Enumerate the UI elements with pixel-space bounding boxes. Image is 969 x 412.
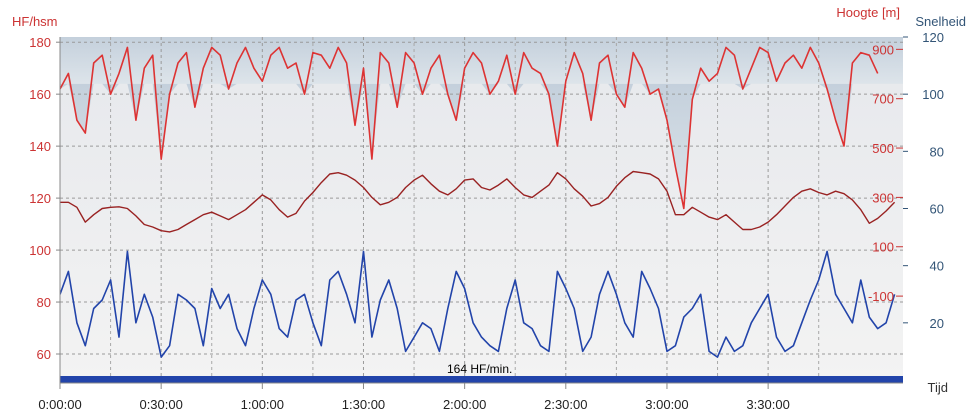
zone-band xyxy=(60,37,903,84)
x-tick-label: 2:30:00 xyxy=(544,397,587,412)
right-inner-axis-title: Hoogte [m] xyxy=(836,5,900,20)
right-inner-tick-label: -100 xyxy=(868,289,894,304)
right-inner-tick-label: 500 xyxy=(872,141,894,156)
right-outer-tick-label: 20 xyxy=(930,316,944,331)
plot-background xyxy=(60,37,903,380)
heart-rate-line xyxy=(60,46,879,210)
left-tick-label: 160 xyxy=(29,87,51,102)
left-tick-label: 60 xyxy=(37,347,51,362)
x-tick-label: 1:00:00 xyxy=(241,397,284,412)
right-outer-tick-label: 40 xyxy=(930,259,944,274)
right-inner-tick-label: 700 xyxy=(872,92,894,107)
right-outer-tick-label: 60 xyxy=(930,202,944,217)
left-axis-title: HF/hsm xyxy=(12,14,58,29)
zone-bar xyxy=(60,376,903,383)
x-tick-label: 3:30:00 xyxy=(746,397,789,412)
right-outer-axis-ticks: 20 40 60 80 100 120 xyxy=(903,30,944,331)
right-outer-tick-label: 120 xyxy=(922,30,944,45)
right-inner-tick-label: 100 xyxy=(872,240,894,255)
grid xyxy=(59,37,903,380)
left-tick-label: 100 xyxy=(29,243,51,258)
right-outer-axis-title: Snelheid xyxy=(915,14,966,29)
left-tick-label: 180 xyxy=(29,35,51,50)
zone-fill xyxy=(60,83,878,209)
left-axis-ticks: 60 80 100 120 140 160 180 xyxy=(29,35,60,362)
altitude-line xyxy=(60,170,896,233)
x-tick-label: 3:00:00 xyxy=(645,397,688,412)
left-tick-label: 140 xyxy=(29,139,51,154)
right-outer-tick-label: 100 xyxy=(922,87,944,102)
right-inner-axis-ticks: -100 100 300 500 700 900 xyxy=(868,42,903,304)
x-tick-label: 0:30:00 xyxy=(139,397,182,412)
series-lines xyxy=(60,46,896,358)
right-outer-tick-label: 80 xyxy=(930,144,944,159)
x-tick-label: 0:00:00 xyxy=(38,397,81,412)
speed-line xyxy=(60,250,896,358)
heart-rate-zone-area xyxy=(60,37,903,209)
x-tick-label: 2:00:00 xyxy=(443,397,486,412)
x-tick-label: 1:30:00 xyxy=(342,397,385,412)
x-axis-title: Tijd xyxy=(928,380,948,395)
right-inner-tick-label: 300 xyxy=(872,190,894,205)
right-inner-tick-label: 900 xyxy=(872,42,894,57)
zone-label: 164 HF/min. xyxy=(447,362,512,376)
left-tick-label: 80 xyxy=(37,295,51,310)
left-tick-label: 120 xyxy=(29,191,51,206)
x-axis-ticks: 0:00:00 0:30:00 1:00:00 1:30:00 2:00:00 2:30:… xyxy=(38,383,790,412)
